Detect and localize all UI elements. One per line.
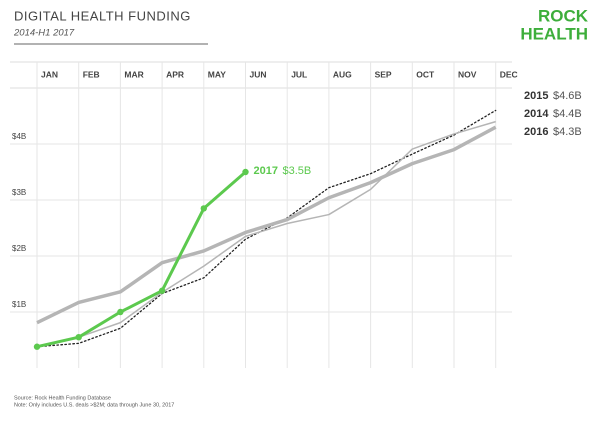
note: Note: Only includes U.S. deals >$2M; dat… — [14, 402, 174, 408]
x-tick-label: NOV — [458, 69, 477, 79]
point — [158, 287, 166, 294]
x-tick-label: APR — [166, 69, 184, 79]
legend-name: 2014 — [524, 108, 549, 120]
x-tick-label: DEC — [500, 69, 518, 79]
x-tick-label: JUN — [250, 69, 267, 79]
y-tick-label: $2B — [12, 244, 26, 253]
logo-line: ROCK — [538, 6, 589, 25]
point — [200, 205, 207, 212]
value-label: $4.6B — [553, 90, 582, 102]
value-label: $4.4B — [553, 108, 582, 120]
y-tick-label: $3B — [12, 188, 26, 197]
chart-subtitle: 2014-H1 2017 — [13, 28, 75, 39]
x-tick-label: MAY — [208, 69, 226, 79]
x-tick-label: FEB — [83, 69, 100, 79]
series-line — [36, 125, 497, 325]
source: Source: Rock Health Funding Database — [14, 395, 111, 401]
legend-name: 2016 — [524, 126, 548, 138]
y-tick-label: $1B — [12, 300, 26, 309]
x-tick-label: JUL — [291, 69, 307, 79]
x-tick-label: AUG — [333, 69, 352, 79]
y-tick-label: $4B — [12, 132, 26, 141]
legend-name: 2017 — [254, 165, 278, 177]
point — [33, 343, 41, 350]
x-tick-label: OCT — [416, 69, 435, 79]
x-tick-label: MAR — [124, 69, 143, 79]
month-band — [10, 62, 512, 88]
point — [75, 334, 82, 341]
x-tick-label: SEP — [375, 69, 392, 79]
chart-title: DIGITAL HEALTH FUNDING — [14, 8, 191, 23]
point — [117, 308, 124, 316]
series-line — [36, 120, 496, 348]
value-label: $3.5B — [283, 165, 312, 177]
series-line — [36, 170, 247, 349]
x-tick-label: JAN — [41, 69, 58, 79]
value-label: $4.3B — [553, 126, 582, 138]
point — [242, 168, 249, 176]
series-line — [36, 109, 497, 348]
logo-line: HEALTH — [520, 24, 588, 43]
legend-name: 2015 — [524, 90, 548, 102]
